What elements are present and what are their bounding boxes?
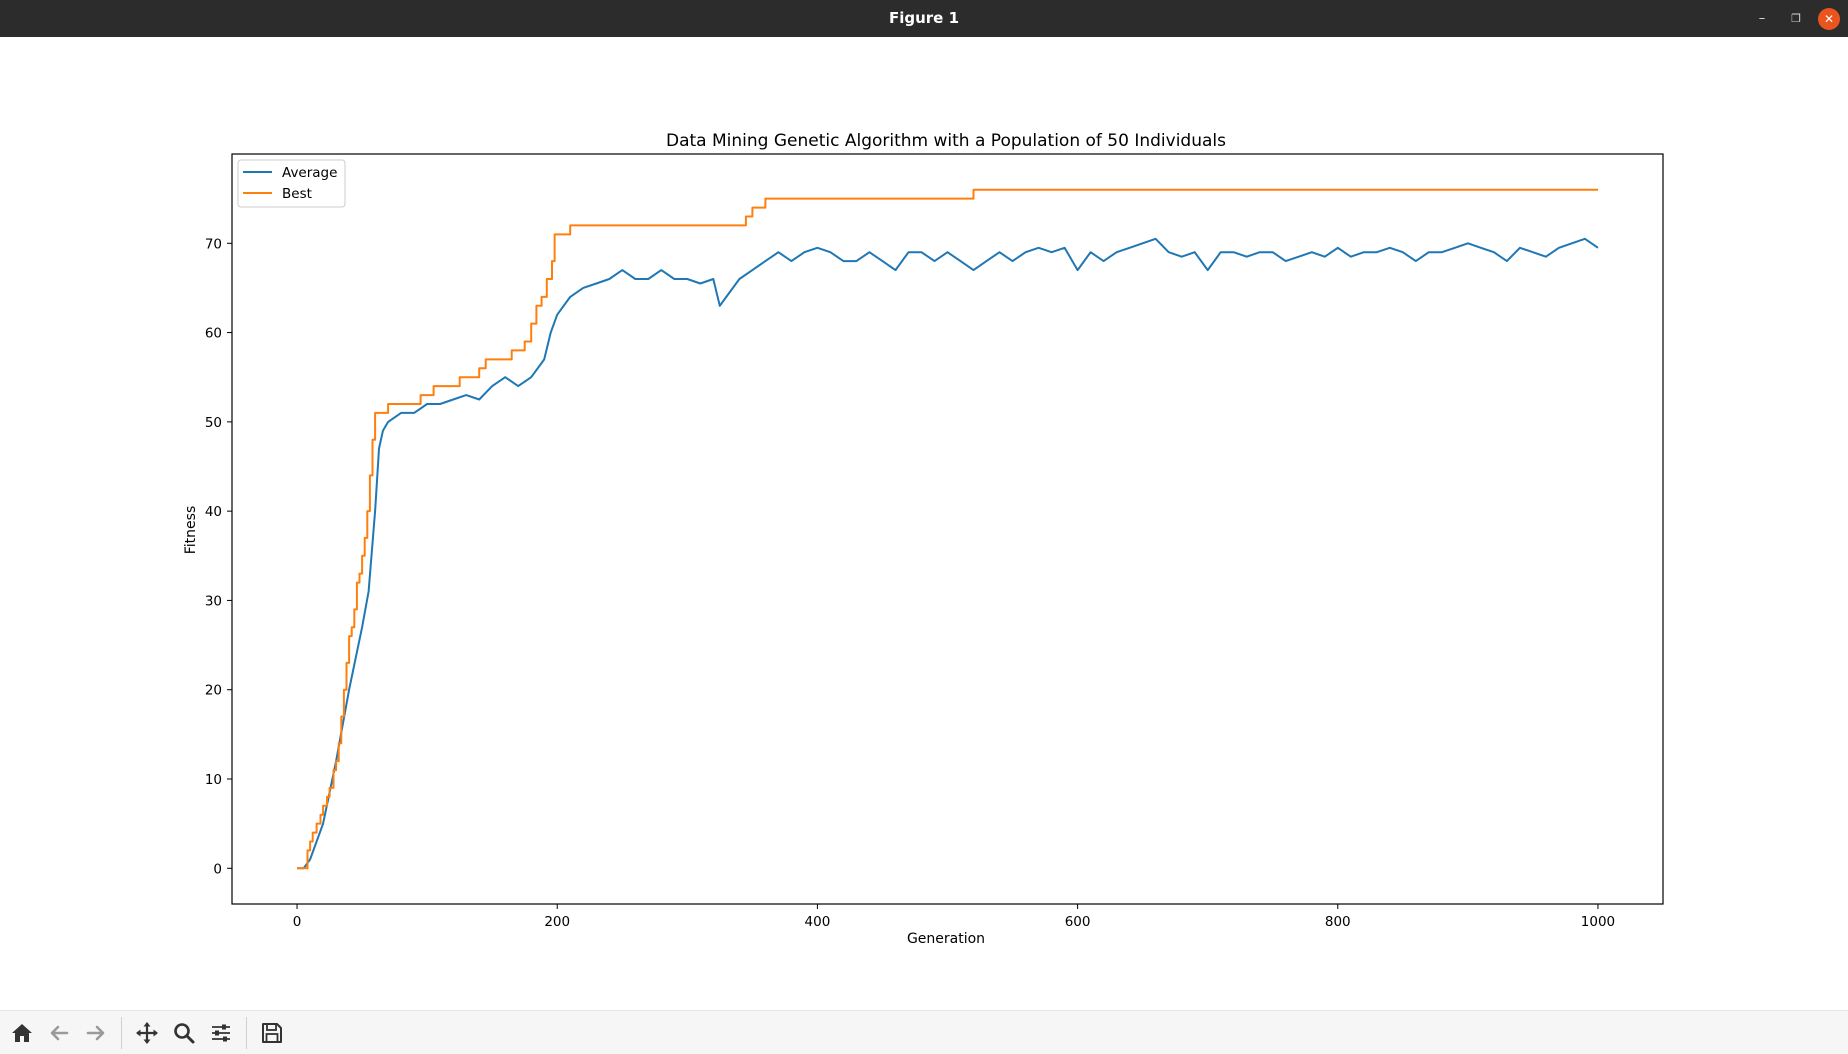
plot-lines <box>297 188 1599 870</box>
window-title: Figure 1 <box>888 9 960 27</box>
x-axis-label: Generation <box>907 931 985 947</box>
maximize-button[interactable]: ❐ <box>1785 8 1807 30</box>
zoom-icon <box>174 1023 195 1044</box>
home-icon <box>12 1024 32 1042</box>
home-button[interactable] <box>8 1019 36 1047</box>
y-axis: 0 10 20 30 40 50 60 70 <box>205 236 232 877</box>
y-tick-label: 70 <box>205 236 222 252</box>
toolbar-separator <box>246 1017 247 1049</box>
legend: Average Best <box>237 159 346 208</box>
minimize-button[interactable]: – <box>1751 8 1773 30</box>
y-axis-label: Fitness <box>183 506 199 555</box>
back-button[interactable] <box>45 1019 73 1047</box>
x-axis: 0 200 400 600 800 1000 <box>293 904 1615 930</box>
configure-subplots-button[interactable] <box>207 1019 235 1047</box>
series-line-best <box>297 188 1598 870</box>
forward-icon <box>86 1025 105 1041</box>
toolbar-separator <box>121 1017 122 1049</box>
figure-canvas[interactable]: Data Mining Genetic Algorithm with a Pop… <box>0 37 1848 1010</box>
forward-button[interactable] <box>82 1019 110 1047</box>
pan-icon <box>136 1022 158 1044</box>
close-button[interactable]: ✕ <box>1818 8 1840 30</box>
series-line-average <box>297 237 1599 870</box>
y-tick-label: 10 <box>205 772 222 788</box>
pan-button[interactable] <box>133 1019 161 1047</box>
x-tick-label: 0 <box>293 914 302 930</box>
x-tick-label: 600 <box>1065 914 1091 930</box>
maximize-icon: ❐ <box>1791 12 1801 25</box>
back-icon <box>50 1025 69 1041</box>
y-tick-label: 40 <box>205 504 222 520</box>
minimize-icon: – <box>1758 11 1766 26</box>
x-tick-label: 1000 <box>1581 914 1615 930</box>
y-tick-label: 30 <box>205 593 222 609</box>
legend-label-average: Average <box>282 165 337 181</box>
plot-frame <box>231 153 1664 905</box>
zoom-button[interactable] <box>170 1019 198 1047</box>
save-button[interactable] <box>258 1019 286 1047</box>
navigation-toolbar <box>0 1010 1848 1054</box>
window-titlebar: Figure 1 – ❐ ✕ <box>0 0 1848 37</box>
x-tick-label: 400 <box>805 914 831 930</box>
chart-title: Data Mining Genetic Algorithm with a Pop… <box>666 131 1226 151</box>
x-tick-label: 800 <box>1325 914 1351 930</box>
configure-subplots-icon <box>212 1024 230 1042</box>
y-tick-label: 0 <box>213 861 222 877</box>
y-tick-label: 20 <box>205 683 222 699</box>
x-tick-label: 200 <box>544 914 570 930</box>
line-chart: Data Mining Genetic Algorithm with a Pop… <box>183 131 1664 947</box>
y-tick-label: 50 <box>205 415 222 431</box>
y-tick-label: 60 <box>205 326 222 342</box>
close-icon: ✕ <box>1823 12 1835 26</box>
save-icon <box>262 1023 282 1043</box>
legend-label-best: Best <box>282 186 312 202</box>
